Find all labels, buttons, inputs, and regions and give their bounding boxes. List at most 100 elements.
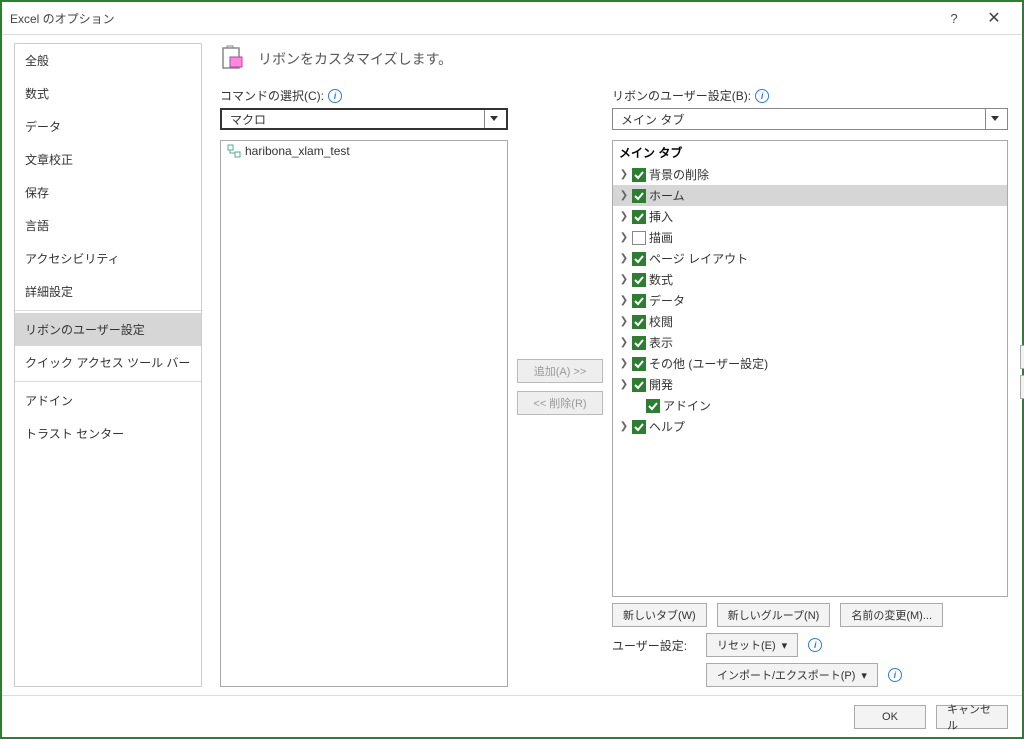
list-item[interactable]: haribona_xlam_test — [221, 141, 507, 161]
ribbon-label: リボンのユーザー設定(B): i — [612, 87, 1008, 104]
footer: OK キャンセル — [2, 695, 1022, 737]
checkbox[interactable] — [632, 189, 646, 203]
info-icon[interactable]: i — [888, 668, 902, 682]
separator — [15, 310, 201, 311]
sidebar-item[interactable]: 言語 — [15, 209, 201, 242]
commands-column: コマンドの選択(C): i マクロ haribona_xlam_test — [220, 87, 508, 687]
tree-item[interactable]: ❯ 数式 — [613, 269, 1007, 290]
ribbon-dropdown[interactable]: メイン タブ — [612, 108, 1008, 130]
checkbox[interactable] — [632, 168, 646, 182]
tree-item[interactable]: ❯ 背景の削除 — [613, 164, 1007, 185]
tree-item[interactable]: ❯ヘルプ — [613, 416, 1007, 437]
cancel-button[interactable]: キャンセル — [936, 705, 1008, 729]
import-export-button[interactable]: インポート/エクスポート(P)▾ — [706, 663, 878, 687]
sidebar-item[interactable]: アクセシビリティ — [15, 242, 201, 275]
expand-icon[interactable]: ❯ — [619, 274, 629, 285]
info-icon[interactable]: i — [755, 89, 769, 103]
checkbox[interactable] — [632, 273, 646, 287]
sidebar-item[interactable]: 保存 — [15, 176, 201, 209]
expand-icon[interactable]: ❯ — [619, 253, 629, 264]
sidebar-item[interactable]: 文章校正 — [15, 143, 201, 176]
main-panel: リボンをカスタマイズします。 コマンドの選択(C): i マクロ haribon… — [202, 35, 1022, 695]
ribbon-column: リボンのユーザー設定(B): i メイン タブ メイン タブ ❯ 背景の削除 ❯ ホーム… — [612, 87, 1008, 687]
sidebar-item[interactable]: データ — [15, 110, 201, 143]
move-buttons — [1020, 345, 1024, 399]
tree-item[interactable]: ❯ ページ レイアウト — [613, 248, 1007, 269]
tree-item[interactable]: ❯その他 (ユーザー設定) — [613, 353, 1007, 374]
separator — [15, 381, 201, 382]
dialog-body: 全般数式データ文章校正保存言語アクセシビリティ詳細設定リボンのユーザー設定クイッ… — [2, 34, 1022, 695]
checkbox[interactable] — [646, 399, 660, 413]
new-tab-button[interactable]: 新しいタブ(W) — [612, 603, 707, 627]
checkbox[interactable] — [632, 336, 646, 350]
checkbox[interactable] — [632, 315, 646, 329]
commands-dropdown[interactable]: マクロ — [220, 108, 508, 130]
expand-icon[interactable]: ❯ — [619, 379, 629, 390]
expand-icon[interactable]: ❯ — [619, 358, 629, 369]
new-group-button[interactable]: 新しいグループ(N) — [717, 603, 831, 627]
expand-icon[interactable]: ❯ — [619, 211, 629, 222]
tree-item-label: アドイン — [663, 397, 711, 414]
tree-item[interactable]: ❯ 描画 — [613, 227, 1007, 248]
ok-button[interactable]: OK — [854, 705, 926, 729]
close-button[interactable]: ✕ — [974, 2, 1014, 34]
customize-ribbon-icon — [220, 45, 248, 73]
header: リボンをカスタマイズします。 — [220, 45, 1008, 73]
move-down-button[interactable] — [1020, 375, 1024, 399]
tree-item[interactable]: ❯表示 — [613, 332, 1007, 353]
transfer-column: 追加(A) >> << 削除(R) — [512, 87, 608, 687]
dialog-window: Excel のオプション ? ✕ 全般数式データ文章校正保存言語アクセシビリティ… — [0, 0, 1024, 739]
sidebar-item[interactable]: クイック アクセス ツール バー — [15, 346, 201, 379]
sidebar-item[interactable]: 詳細設定 — [15, 275, 201, 308]
tree-item[interactable]: アドイン — [613, 395, 1007, 416]
expand-icon[interactable]: ❯ — [619, 295, 629, 306]
checkbox[interactable] — [632, 252, 646, 266]
sidebar: 全般数式データ文章校正保存言語アクセシビリティ詳細設定リボンのユーザー設定クイッ… — [14, 43, 202, 687]
remove-button[interactable]: << 削除(R) — [517, 391, 603, 415]
columns: コマンドの選択(C): i マクロ haribona_xlam_test 追加(… — [220, 87, 1008, 687]
rename-button[interactable]: 名前の変更(M)... — [840, 603, 943, 627]
tree-item[interactable]: ❯開発 — [613, 374, 1007, 395]
tree-item[interactable]: ❯ 挿入 — [613, 206, 1007, 227]
commands-label: コマンドの選択(C): i — [220, 87, 508, 104]
sidebar-item[interactable]: リボンのユーザー設定 — [15, 313, 201, 346]
add-button[interactable]: 追加(A) >> — [517, 359, 603, 383]
tree-item-label: 数式 — [649, 271, 673, 288]
reset-button[interactable]: リセット(E)▾ — [706, 633, 798, 657]
tree-item-label: 描画 — [649, 229, 673, 246]
tree-item-label: 背景の削除 — [649, 166, 709, 183]
tree-item-label: データ — [649, 292, 685, 309]
checkbox[interactable] — [632, 231, 646, 245]
tree-item-label: ページ レイアウト — [649, 250, 748, 267]
tree-item[interactable]: ❯校閲 — [613, 311, 1007, 332]
checkbox[interactable] — [632, 357, 646, 371]
sidebar-item[interactable]: トラスト センター — [15, 417, 201, 450]
tree-item[interactable]: ❯ データ — [613, 290, 1007, 311]
info-icon[interactable]: i — [808, 638, 822, 652]
help-button[interactable]: ? — [934, 2, 974, 34]
header-title: リボンをカスタマイズします。 — [258, 49, 452, 69]
sidebar-item[interactable]: 数式 — [15, 77, 201, 110]
expand-icon[interactable]: ❯ — [619, 316, 629, 327]
tree-header: メイン タブ — [613, 141, 1007, 164]
checkbox[interactable] — [632, 210, 646, 224]
window-title: Excel のオプション — [10, 10, 934, 27]
checkbox[interactable] — [632, 378, 646, 392]
expand-icon[interactable]: ❯ — [619, 232, 629, 243]
sidebar-item[interactable]: アドイン — [15, 384, 201, 417]
tree-item-label: ホーム — [649, 187, 685, 204]
move-up-button[interactable] — [1020, 345, 1024, 369]
chevron-down-icon — [985, 109, 1003, 129]
ribbon-tree[interactable]: メイン タブ❯背景の削除❯ホーム❯挿入❯描画❯ページ レイアウト❯数式❯データ❯… — [612, 140, 1008, 597]
expand-icon[interactable]: ❯ — [619, 421, 629, 432]
checkbox[interactable] — [632, 294, 646, 308]
expand-icon[interactable]: ❯ — [619, 190, 629, 201]
tree-item[interactable]: ❯ ホーム — [613, 185, 1007, 206]
expand-icon[interactable]: ❯ — [619, 337, 629, 348]
commands-listbox[interactable]: haribona_xlam_test — [220, 140, 508, 687]
expand-icon[interactable]: ❯ — [619, 169, 629, 180]
info-icon[interactable]: i — [328, 89, 342, 103]
tree-item-label: 挿入 — [649, 208, 673, 225]
sidebar-item[interactable]: 全般 — [15, 44, 201, 77]
checkbox[interactable] — [632, 420, 646, 434]
